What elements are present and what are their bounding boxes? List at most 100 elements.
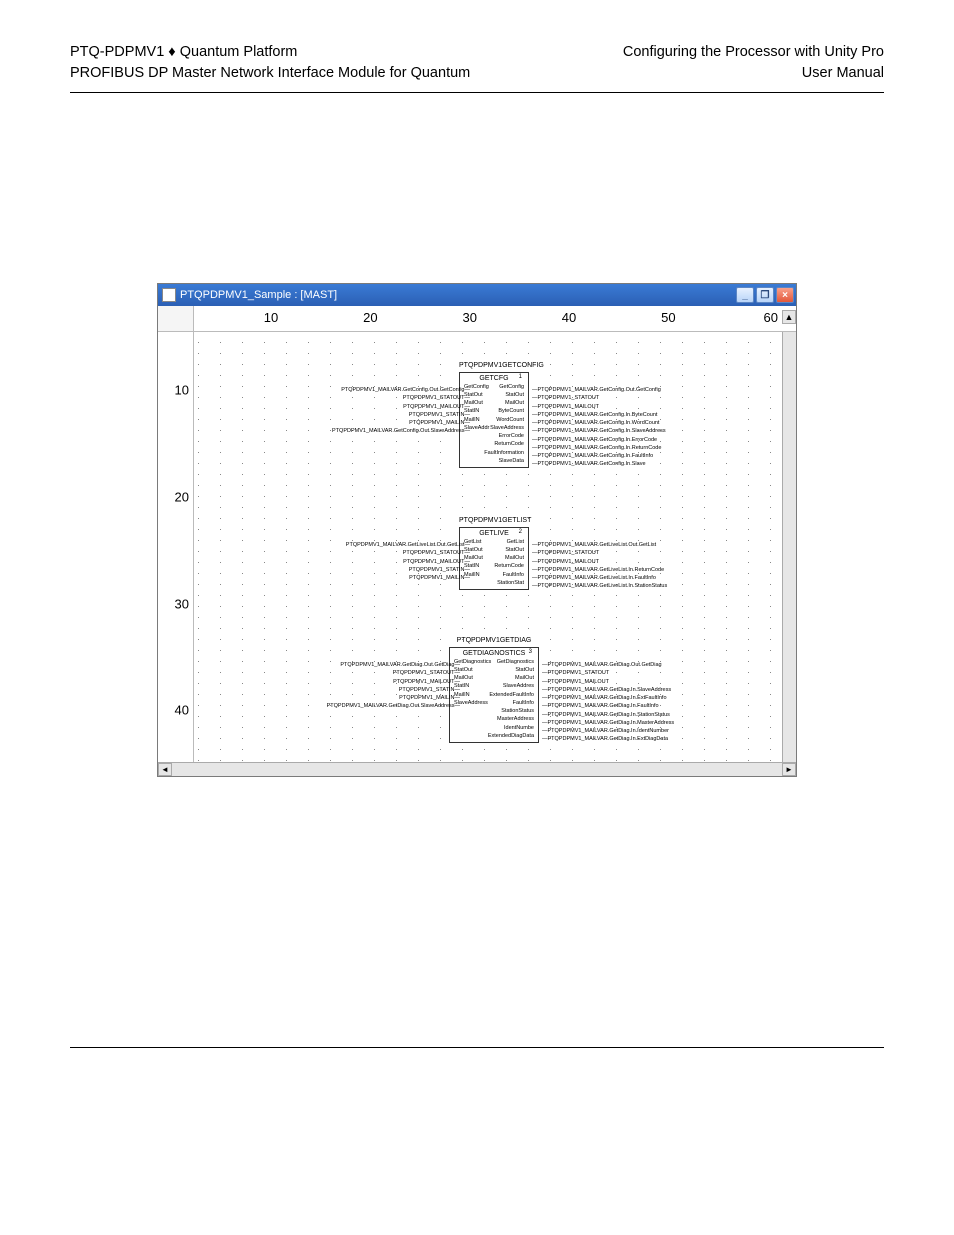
fb-pin-row: StatOutStatOut xyxy=(464,546,524,554)
footer-rule xyxy=(70,1047,884,1048)
fb-pin-row: MailOutMailOut xyxy=(454,674,534,682)
fb-pin-row: SlaveAddrSlaveAddress xyxy=(464,424,524,432)
minimize-button[interactable]: _ xyxy=(736,287,754,303)
fb-pin-row: StatOutStatOut xyxy=(464,391,524,399)
wire-label-input: PTQPDPMV1_MAILOUT— xyxy=(393,678,460,686)
wire-label-output: —PTQPDPMV1_MAILVAR.GetConfig.In.ErrorCod… xyxy=(532,436,657,444)
h-ruler-tick: 30 xyxy=(462,306,476,325)
horizontal-ruler: ▲ 102030405060 xyxy=(158,306,796,332)
fb-pin-row: StationStat xyxy=(464,579,524,587)
page-header: PTQ-PDPMV1 ♦ Quantum Platform PROFIBUS D… xyxy=(70,42,884,84)
wire-label-input: PTQPDPMV1_MAILIN— xyxy=(399,694,460,702)
app-window: PTQPDPMV1_Sample : [MAST] _ ❐ × ▲ 10 20 30… xyxy=(157,283,797,777)
fb-pin-row: StatINSlaveAddres xyxy=(454,682,534,690)
wire-label-output: —PTQPDPMV1_MAILVAR.GetDiag.In.MasterAddr… xyxy=(542,719,674,727)
wire-label-output: —PTQPDPMV1_MAILVAR.GetDiag.Out.GetDiag xyxy=(542,661,662,669)
fbd-canvas[interactable]: PTQPDPMV1GETCONFIGGETCFG1GetConfigGetCon… xyxy=(194,332,796,762)
wire-label-input: PTQPDPMV1_STATIN— xyxy=(409,411,470,419)
h-ruler-tick: 50 xyxy=(661,306,675,325)
wire-label-input: PTQPDPMV1_MAILVAR.GetDiag.Out.GetDiag— xyxy=(340,661,460,669)
fb-body: GETDIAGNOSTICS3GetDiagnosticsGetDiagnost… xyxy=(449,647,539,744)
fb-type-name: GETCFG1 xyxy=(464,375,524,382)
h-ruler-tick: 10 xyxy=(264,306,278,325)
wire-label-output: —PTQPDPMV1_MAILVAR.GetConfig.In.ReturnCo… xyxy=(532,444,661,452)
fb-pin-row: StatINReturnCode xyxy=(464,562,524,570)
wire-label-output: —PTQPDPMV1_MAILVAR.GetDiag.In.ExtFaultIn… xyxy=(542,694,667,702)
wire-label-output: —PTQPDPMV1_MAILVAR.GetConfig.Out.GetConf… xyxy=(532,386,661,394)
wire-label-input: PTQPDPMV1_MAILIN— xyxy=(409,419,470,427)
wire-label-input: PTQPDPMV1_MAILVAR.GetConfig.Out.SlaveAdd… xyxy=(332,427,470,435)
horizontal-scrollbar[interactable]: ◄ ► xyxy=(158,762,796,776)
wire-label-output: —PTQPDPMV1_MAILVAR.GetConfig.In.SlaveAdd… xyxy=(532,427,666,435)
fb-pin-row: ErrorCode xyxy=(464,432,524,440)
wire-label-output: —PTQPDPMV1_STATOUT xyxy=(542,669,609,677)
v-ruler-tick: 20 xyxy=(175,490,189,505)
wire-label-input: PTQPDPMV1_STATOUT— xyxy=(393,669,460,677)
fb-pin-row: IdentNumbe xyxy=(454,724,534,732)
header-doctype: User Manual xyxy=(623,63,884,84)
maximize-button[interactable]: ❐ xyxy=(756,287,774,303)
fb-pin-row: GetDiagnosticsGetDiagnostics xyxy=(454,658,534,666)
wire-label-input: PTQPDPMV1_MAILIN— xyxy=(409,574,470,582)
fb-type-name: GETLIVE2 xyxy=(464,530,524,537)
fb-pin-row: MailOutMailOut xyxy=(464,399,524,407)
fb-type-name: GETDIAGNOSTICS3 xyxy=(454,650,534,657)
wire-label-output: —PTQPDPMV1_MAILVAR.GetLiveList.Out.GetLi… xyxy=(532,541,656,549)
wire-label-input: PTQPDPMV1_MAILOUT— xyxy=(403,558,470,566)
wire-label-output: —PTQPDPMV1_MAILVAR.GetLiveList.In.Statio… xyxy=(532,582,667,590)
header-subtitle: PROFIBUS DP Master Network Interface Mod… xyxy=(70,63,470,84)
function-block[interactable]: PTQPDPMV1GETDIAG GETDIAGNOSTICS3GetDiagno… xyxy=(449,637,539,743)
fb-instance-name: PTQPDPMV1GETCONFIG xyxy=(459,362,529,370)
fb-pin-row: StatINByteCount xyxy=(464,407,524,415)
fb-pin-row: StatOutStatOut xyxy=(454,666,534,674)
fb-pin-row: SlaveAddressFaultInfo xyxy=(454,699,534,707)
wire-label-output: —PTQPDPMV1_MAILVAR.GetConfig.In.FaultInf… xyxy=(532,452,653,460)
wire-label-input: PTQPDPMV1_STATOUT— xyxy=(403,549,470,557)
wire-label-output: —PTQPDPMV1_MAILVAR.GetDiag.In.ExtDiagDat… xyxy=(542,735,668,743)
header-rule xyxy=(70,92,884,93)
wire-label-output: —PTQPDPMV1_STATOUT xyxy=(532,394,599,402)
wire-label-output: —PTQPDPMV1_MAILVAR.GetConfig.In.WordCoun… xyxy=(532,419,659,427)
wire-label-output: —PTQPDPMV1_MAILVAR.GetLiveList.In.Return… xyxy=(532,566,664,574)
wire-label-input: PTQPDPMV1_MAILVAR.GetDiag.Out.SlaveAddre… xyxy=(327,702,460,710)
app-icon xyxy=(162,288,176,302)
fb-pin-row: MailINFaultInfo xyxy=(464,571,524,579)
v-ruler-tick: 40 xyxy=(175,703,189,718)
h-ruler-tick: 20 xyxy=(363,306,377,325)
scroll-up-button[interactable]: ▲ xyxy=(782,310,796,324)
header-section: Configuring the Processor with Unity Pro xyxy=(623,42,884,63)
wire-label-output: —PTQPDPMV1_MAILVAR.GetConfig.In.Slave xyxy=(532,460,646,468)
wire-label-output: —PTQPDPMV1_STATOUT xyxy=(532,549,599,557)
wire-label-input: PTQPDPMV1_STATIN— xyxy=(399,686,460,694)
document-page: PTQ-PDPMV1 ♦ Quantum Platform PROFIBUS D… xyxy=(0,0,954,1088)
fb-pin-row: SlaveData xyxy=(464,457,524,465)
wire-label-output: —PTQPDPMV1_MAILVAR.GetDiag.In.SlaveAddre… xyxy=(542,686,671,694)
close-button[interactable]: × xyxy=(776,287,794,303)
wire-label-input: PTQPDPMV1_MAILOUT— xyxy=(403,403,470,411)
fb-instance-name: PTQPDPMV1GETDIAG xyxy=(449,637,539,645)
fb-pin-row: FaultInformation xyxy=(464,449,524,457)
wire-label-output: —PTQPDPMV1_MAILOUT xyxy=(532,403,599,411)
header-product: PTQ-PDPMV1 ♦ Quantum Platform xyxy=(70,42,470,63)
fb-pin-row: StationStatus xyxy=(454,707,534,715)
scroll-left-button[interactable]: ◄ xyxy=(158,763,172,776)
wire-label-output: —PTQPDPMV1_MAILOUT xyxy=(542,678,609,686)
wire-label-output: —PTQPDPMV1_MAILVAR.GetLiveList.In.FaultI… xyxy=(532,574,656,582)
fb-pin-row: MailOutMailOut xyxy=(464,554,524,562)
wire-label-input: PTQPDPMV1_MAILVAR.GetConfig.Out.GetConfi… xyxy=(341,386,470,394)
title-bar: PTQPDPMV1_Sample : [MAST] _ ❐ × xyxy=(158,284,796,306)
wire-label-input: PTQPDPMV1_MAILVAR.GetLiveList.Out.GetLis… xyxy=(346,541,470,549)
vertical-ruler: 10 20 30 40 xyxy=(158,332,194,762)
v-ruler-tick: 30 xyxy=(175,597,189,612)
scroll-right-button[interactable]: ► xyxy=(782,763,796,776)
vertical-scrollbar[interactable] xyxy=(782,332,796,762)
fb-pin-row: MailINWordCount xyxy=(464,416,524,424)
wire-label-output: —PTQPDPMV1_MAILVAR.GetDiag.In.FaultInfo xyxy=(542,702,659,710)
fb-pin-row: MailINExtendedFaultInfo xyxy=(454,691,534,699)
fb-pin-row: ExtendedDiagData xyxy=(454,732,534,740)
wire-label-input: PTQPDPMV1_STATOUT— xyxy=(403,394,470,402)
window-title: PTQPDPMV1_Sample : [MAST] xyxy=(180,289,337,301)
v-ruler-tick: 10 xyxy=(175,383,189,398)
wire-label-output: —PTQPDPMV1_MAILVAR.GetDiag.In.StationSta… xyxy=(542,711,670,719)
h-ruler-tick: 40 xyxy=(562,306,576,325)
